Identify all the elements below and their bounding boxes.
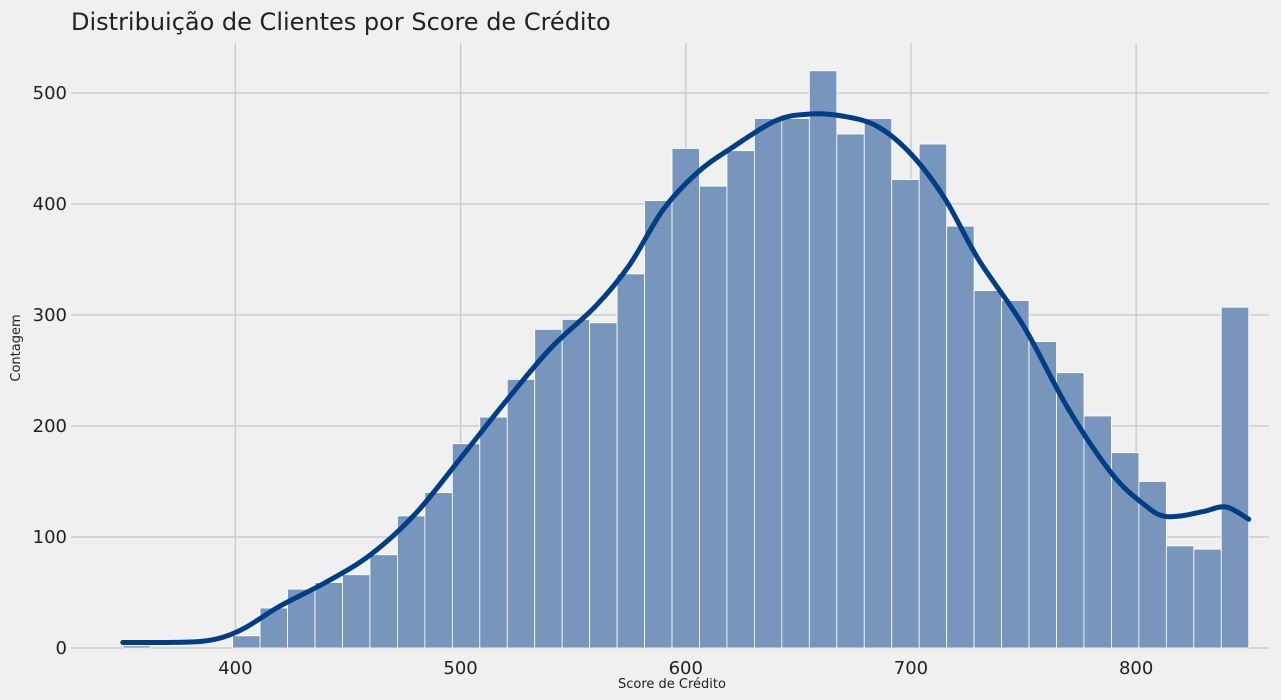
histogram-bar — [451, 443, 481, 649]
histogram-bar — [424, 492, 453, 649]
histogram-bar — [397, 515, 426, 649]
y-tick-label: 200 — [33, 416, 67, 437]
histogram-bar — [122, 645, 151, 649]
histogram-bar — [534, 329, 563, 649]
y-tick-label: 500 — [33, 83, 67, 104]
ticks-layer: 400 500 600 700 800 0 100 200 300 400 500 — [33, 83, 1154, 679]
histogram-bar — [1001, 300, 1030, 649]
histogram-bar — [561, 319, 591, 649]
y-tick-label: 100 — [33, 527, 67, 548]
histogram-bar — [836, 133, 865, 649]
histogram-bar — [342, 574, 371, 649]
histogram-bar — [369, 554, 398, 649]
y-tick-label: 400 — [33, 194, 67, 215]
histogram-bar — [1028, 341, 1057, 649]
x-tick-label: 400 — [218, 658, 252, 679]
y-tick-label: 300 — [33, 305, 67, 326]
histogram-bar — [973, 290, 1002, 649]
histogram-bar — [671, 148, 700, 649]
x-tick-label: 500 — [443, 658, 477, 679]
histogram-bar — [891, 179, 920, 649]
histogram-bar — [781, 118, 810, 649]
histogram-bar — [699, 185, 728, 649]
kde-layer — [120, 111, 1252, 646]
histogram-bar — [616, 273, 645, 649]
histogram-bar — [1165, 545, 1195, 649]
histogram-bar — [479, 416, 508, 649]
chart-title: Distribuição de Clientes por Score de Cr… — [71, 8, 611, 36]
histogram-bar — [644, 200, 673, 649]
x-tick-label: 600 — [669, 658, 703, 679]
bars-layer — [122, 70, 1250, 649]
histogram-bar — [1193, 548, 1222, 649]
kde-curve — [120, 111, 1252, 646]
histogram-bar — [589, 322, 618, 649]
histogram-bar — [506, 378, 536, 649]
y-axis-label: Contagem — [9, 314, 24, 381]
x-tick-label: 700 — [894, 658, 928, 679]
x-axis-label: Score de Crédito — [618, 677, 726, 692]
histogram-bar — [314, 582, 343, 649]
x-tick-label: 800 — [1119, 658, 1153, 679]
histogram-bar — [1220, 306, 1250, 649]
histogram-bar — [232, 635, 261, 649]
histogram-bar — [726, 150, 755, 649]
histogram-bar — [918, 143, 948, 649]
histogram-bar — [946, 225, 975, 649]
y-tick-label: 0 — [56, 638, 67, 659]
histogram-bar — [863, 118, 893, 649]
histogram-bar — [754, 118, 783, 649]
histogram-bar — [808, 70, 838, 649]
